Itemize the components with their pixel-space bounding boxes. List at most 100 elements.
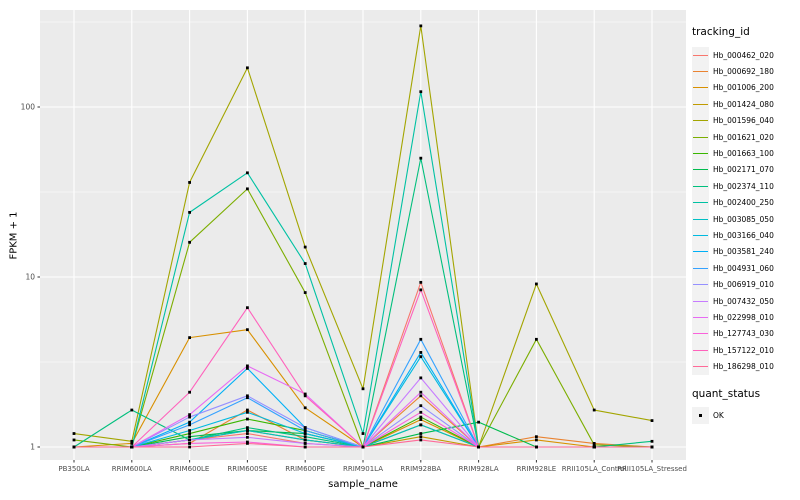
data-point (188, 429, 191, 432)
legend-key-line-icon (692, 63, 709, 81)
data-points (72, 24, 654, 449)
data-point (188, 445, 191, 449)
legend-title-tracking-id: tracking_id (692, 26, 750, 38)
data-point (188, 413, 191, 417)
data-point (246, 306, 249, 310)
legend-item: Hb_004931_060 (692, 259, 798, 277)
y-tick-label: 10 (25, 273, 35, 282)
data-point (419, 410, 423, 414)
legend-label-ok: OK (713, 410, 724, 420)
data-point (650, 419, 654, 422)
legend-key-line-icon (692, 177, 709, 195)
data-point (303, 438, 307, 442)
data-point (361, 387, 365, 391)
legend-item: Hb_007432_050 (692, 292, 798, 310)
data-point (303, 445, 307, 449)
legend-item-list: Hb_000462_020 Hb_000692_180 Hb_001006_200 H… (692, 46, 798, 376)
data-point (303, 426, 307, 430)
legend-label: Hb_003581_240 (713, 247, 774, 257)
data-point (419, 24, 423, 28)
legend-label: Hb_001663_100 (713, 149, 774, 159)
x-tick-label: RRIM928LA (459, 465, 499, 473)
legend-key-line-icon (692, 145, 709, 163)
x-tick-label: RRIM928LE (517, 465, 557, 473)
legend-item: Hb_002171_070 (692, 161, 798, 179)
legend-label: Hb_001621_020 (713, 132, 774, 142)
data-point (303, 435, 307, 439)
data-point (650, 445, 654, 449)
data-point (419, 418, 423, 421)
data-point (535, 438, 538, 442)
data-point (188, 441, 191, 445)
data-point (246, 394, 249, 398)
data-point (246, 410, 249, 414)
data-point (246, 408, 249, 412)
legend-label: Hb_003166_040 (713, 230, 774, 240)
legend-key-line-icon (692, 325, 709, 343)
data-point (419, 280, 423, 284)
legend-item: Hb_022998_010 (692, 308, 798, 326)
data-point (303, 291, 307, 294)
legend-item: Hb_001663_100 (692, 145, 798, 163)
legend-item: Hb_003085_050 (692, 210, 798, 228)
y-tick-labels: 1 10 100 (21, 103, 36, 452)
legend-item: Hb_002400_250 (692, 194, 798, 212)
data-point (419, 423, 423, 427)
legend-label: Hb_157122_010 (713, 345, 774, 355)
data-point (72, 438, 76, 442)
data-point (246, 366, 249, 370)
data-point (72, 445, 76, 449)
legend-item: Hb_003581_240 (692, 243, 798, 261)
data-point (419, 432, 423, 435)
data-point (419, 355, 423, 359)
data-point (246, 396, 249, 400)
data-point (419, 390, 423, 394)
data-point (72, 432, 76, 435)
legend: tracking_id Hb_000462_020 Hb_000692_180 Hb… (692, 26, 798, 424)
legend-label: Hb_002171_070 (713, 165, 774, 175)
legend-label: Hb_001424_080 (713, 99, 774, 109)
data-point (246, 328, 249, 332)
data-point (419, 438, 423, 442)
legend-key-line-icon (692, 227, 709, 244)
legend-key-line-icon (692, 46, 709, 64)
data-point (303, 429, 307, 432)
data-point (188, 432, 191, 435)
legend-key-square-icon (692, 406, 709, 424)
legend-key-line-icon (692, 95, 709, 113)
legend-item: Hb_001596_040 (692, 112, 798, 130)
legend-label: Hb_186298_010 (713, 362, 774, 372)
legend-label: Hb_006919_010 (713, 280, 774, 290)
data-point (535, 337, 538, 341)
data-point (246, 66, 249, 70)
data-point (130, 439, 134, 443)
data-point (419, 288, 423, 292)
legend-item: Hb_000462_020 (692, 46, 798, 64)
legend-key-line-icon (692, 161, 709, 179)
legend-item: Hb_157122_010 (692, 341, 798, 359)
data-point (361, 432, 365, 435)
legend-item: Hb_127743_030 (692, 325, 798, 343)
x-tick-label: RRIM600LA (112, 465, 152, 473)
data-point (592, 441, 596, 445)
data-point (246, 364, 249, 368)
legend-key-line-icon (692, 292, 709, 310)
legend-title-quant-status: quant_status (692, 387, 761, 400)
legend-item: Hb_003166_040 (692, 227, 798, 244)
data-point (303, 406, 307, 410)
x-tick-labels: PB350LA RRIM600LA RRIM600LE RRIM600SE RRIM60… (58, 465, 687, 473)
x-axis-title: sample_name (328, 479, 398, 490)
x-tick-label: RRIM600LE (170, 465, 210, 473)
data-point (188, 240, 191, 244)
legend-label: Hb_022998_010 (713, 312, 774, 322)
legend-item: Hb_000692_180 (692, 63, 798, 81)
legend-key-line-icon (692, 358, 709, 376)
legend-key-line-icon (692, 276, 709, 294)
data-point (535, 435, 538, 439)
data-point (419, 376, 423, 380)
x-tick-label: RRIM600PE (285, 465, 325, 473)
legend-label: Hb_003085_050 (713, 214, 774, 224)
data-point (650, 439, 654, 443)
data-point (535, 445, 538, 449)
